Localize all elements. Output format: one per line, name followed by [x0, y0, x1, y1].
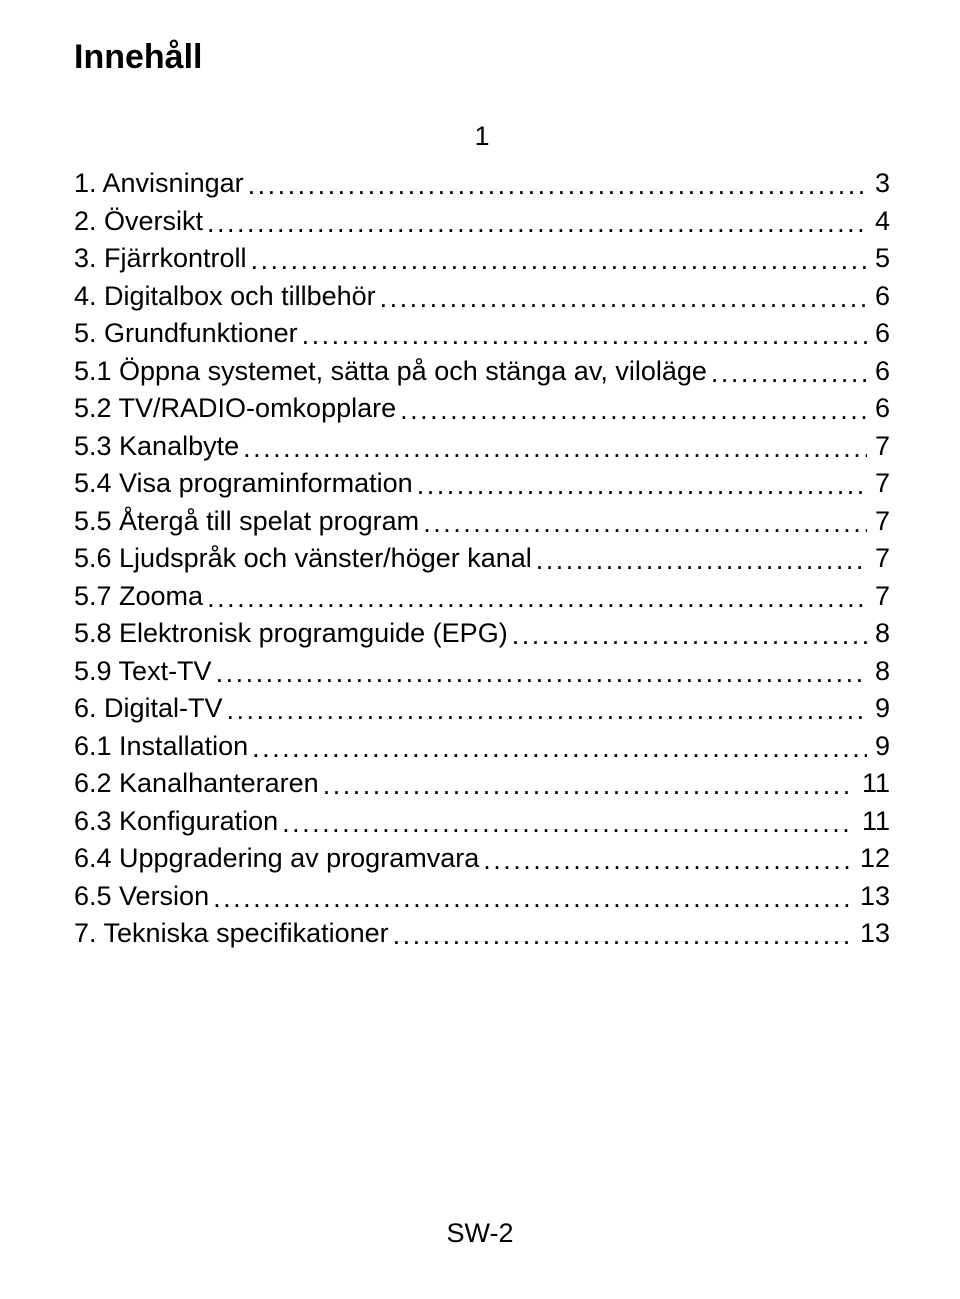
toc-entry-page: 13 — [856, 920, 890, 947]
toc-leader-dots — [252, 735, 867, 762]
toc-row: 5.1 Öppna systemet, sätta på och stänga … — [74, 358, 890, 385]
toc-row: 5.3 Kanalbyte 7 — [74, 433, 890, 460]
toc-row: 5.8 Elektronisk programguide (EPG) 8 — [74, 620, 890, 647]
toc-entry-label: 5. Grundfunktioner — [74, 320, 298, 347]
toc-leader-dots — [423, 510, 867, 537]
toc-row: 6.5 Version 13 — [74, 883, 890, 910]
toc-leader-dots — [302, 322, 867, 349]
table-of-contents: 1. Anvisningar 3 2. Översikt 4 3. Fjärrkon… — [74, 170, 890, 947]
toc-entry-page: 8 — [871, 620, 890, 647]
toc-row: 7. Tekniska specifikationer 13 — [74, 920, 890, 947]
toc-leader-dots — [536, 547, 867, 574]
toc-leader-dots — [213, 885, 852, 912]
page-footer: SW-2 — [0, 1218, 960, 1249]
toc-entry-page: 9 — [871, 733, 890, 760]
toc-entry-label: 5.3 Kanalbyte — [74, 433, 239, 460]
toc-leader-dots — [512, 622, 867, 649]
toc-entry-page: 11 — [858, 770, 890, 797]
toc-row: 1. Anvisningar 3 — [74, 170, 890, 197]
toc-entry-page: 4 — [871, 208, 890, 235]
toc-entry-label: 1. Anvisningar — [74, 170, 244, 197]
toc-leader-dots — [243, 435, 867, 462]
toc-entry-label: 5.9 Text-TV — [74, 658, 212, 685]
toc-entry-label: 6.2 Kanalhanteraren — [74, 770, 319, 797]
toc-leader-dots — [323, 772, 854, 799]
toc-leader-dots — [207, 585, 867, 612]
toc-row: 6.2 Kanalhanteraren 11 — [74, 770, 890, 797]
toc-leader-dots — [393, 922, 852, 949]
toc-row: 6. Digital-TV 9 — [74, 695, 890, 722]
toc-entry-label: 6.5 Version — [74, 883, 209, 910]
toc-row: 2. Översikt 4 — [74, 208, 890, 235]
toc-row: 5.9 Text-TV 8 — [74, 658, 890, 685]
toc-entry-label: 7. Tekniska specifikationer — [74, 920, 389, 947]
toc-entry-page: 3 — [871, 170, 890, 197]
toc-entry-page: 7 — [871, 508, 890, 535]
toc-entry-label: 6.1 Installation — [74, 733, 248, 760]
toc-entry-label: 2. Översikt — [74, 208, 203, 235]
toc-entry-label: 5.8 Elektronisk programguide (EPG) — [74, 620, 508, 647]
toc-leader-dots — [207, 210, 867, 237]
toc-row: 6.1 Installation 9 — [74, 733, 890, 760]
toc-row: 5.7 Zooma 7 — [74, 583, 890, 610]
toc-entry-page: 7 — [871, 583, 890, 610]
toc-leader-dots — [380, 285, 867, 312]
toc-entry-page: 6 — [871, 395, 890, 422]
toc-entry-label: 6.4 Uppgradering av programvara — [74, 845, 479, 872]
toc-leader-dots — [400, 397, 867, 424]
toc-entry-label: 4. Digitalbox och tillbehör — [74, 283, 376, 310]
toc-row: 5.4 Visa programinformation 7 — [74, 470, 890, 497]
toc-entry-label: 5.7 Zooma — [74, 583, 203, 610]
toc-entry-label: 6. Digital-TV — [74, 695, 223, 722]
toc-entry-page: 9 — [871, 695, 890, 722]
toc-leader-dots — [216, 660, 867, 687]
toc-entry-label: 5.4 Visa programinformation — [74, 470, 413, 497]
toc-row: 5.5 Återgå till spelat program 7 — [74, 508, 890, 535]
toc-entry-page: 5 — [871, 245, 890, 272]
toc-entry-page: 6 — [871, 358, 890, 385]
toc-entry-page: 6 — [871, 320, 890, 347]
toc-row: 4. Digitalbox och tillbehör 6 — [74, 283, 890, 310]
document-page: Innehåll 1 1. Anvisningar 3 2. Översikt 4… — [0, 0, 960, 1299]
toc-leader-dots — [248, 172, 867, 199]
toc-leader-dots — [483, 847, 852, 874]
toc-entry-label: 5.2 TV/RADIO-omkopplare — [74, 395, 396, 422]
toc-entry-label: 5.1 Öppna systemet, sätta på och stänga … — [74, 358, 707, 385]
toc-leader-dots — [227, 697, 867, 724]
toc-entry-page: 7 — [871, 545, 890, 572]
toc-row: 5. Grundfunktioner 6 — [74, 320, 890, 347]
toc-entry-page: 12 — [856, 845, 890, 872]
toc-entry-label: 5.5 Återgå till spelat program — [74, 508, 419, 535]
chapter-number: 1 — [74, 121, 890, 152]
page-title: Innehåll — [74, 38, 890, 77]
toc-row: 5.6 Ljudspråk och vänster/höger kanal 7 — [74, 545, 890, 572]
toc-entry-page: 13 — [856, 883, 890, 910]
toc-row: 5.2 TV/RADIO-omkopplare 6 — [74, 395, 890, 422]
toc-row: 6.4 Uppgradering av programvara 12 — [74, 845, 890, 872]
toc-row: 6.3 Konfiguration 11 — [74, 808, 890, 835]
toc-entry-page: 6 — [871, 283, 890, 310]
toc-entry-label: 3. Fjärrkontroll — [74, 245, 247, 272]
toc-entry-page: 7 — [871, 433, 890, 460]
toc-leader-dots — [251, 247, 867, 274]
toc-entry-label: 6.3 Konfiguration — [74, 808, 278, 835]
toc-leader-dots — [711, 360, 867, 387]
toc-entry-page: 11 — [858, 808, 890, 835]
toc-leader-dots — [282, 810, 854, 837]
toc-row: 3. Fjärrkontroll 5 — [74, 245, 890, 272]
toc-leader-dots — [417, 472, 867, 499]
toc-entry-label: 5.6 Ljudspråk och vänster/höger kanal — [74, 545, 532, 572]
toc-entry-page: 8 — [871, 658, 890, 685]
toc-entry-page: 7 — [871, 470, 890, 497]
